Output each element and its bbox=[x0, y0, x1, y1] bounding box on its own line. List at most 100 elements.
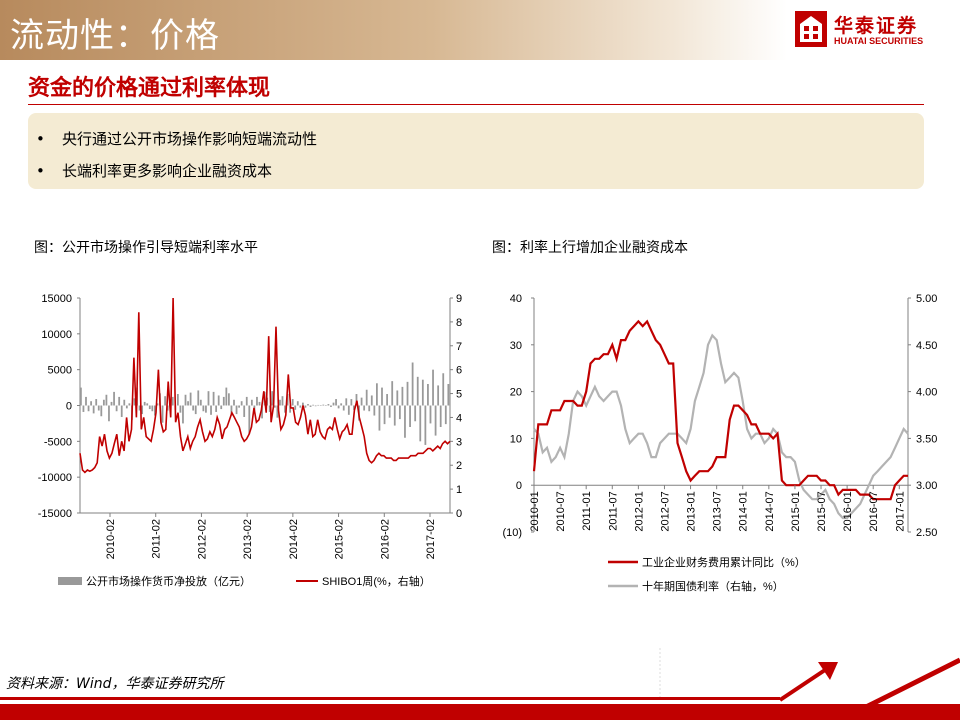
bar-net-injection bbox=[108, 405, 110, 422]
y-tick-label-left: -5000 bbox=[44, 436, 72, 448]
y-tick-label-left: 10 bbox=[510, 433, 522, 445]
x-tick-label: 2012-02 bbox=[196, 519, 208, 559]
bar-net-injection bbox=[376, 383, 378, 406]
bar-net-injection bbox=[205, 405, 207, 413]
bar-net-injection bbox=[427, 384, 429, 406]
bar-net-injection bbox=[396, 390, 399, 406]
bar-net-injection bbox=[261, 405, 263, 419]
x-tick-label: 2010-01 bbox=[529, 491, 541, 531]
x-tick-label: 2016-07 bbox=[868, 491, 880, 531]
bar-net-injection bbox=[373, 405, 376, 416]
y-tick-label-right: 4 bbox=[456, 412, 462, 424]
bar-net-injection bbox=[284, 405, 286, 413]
y-tick-label-right: 8 bbox=[456, 317, 462, 329]
bar-net-injection bbox=[299, 405, 302, 408]
bar-net-injection bbox=[332, 402, 335, 406]
y-tick-label-right: 9 bbox=[456, 293, 462, 305]
bar-net-injection bbox=[444, 405, 447, 425]
bar-net-injection bbox=[210, 405, 212, 415]
section-heading: 资金的价格通过利率体现 bbox=[28, 76, 271, 101]
bar-net-injection bbox=[337, 405, 340, 409]
chart-financing-cost: 40 30 20 10 0 (10) 5.00 4.50 4.00 3.50 3.00 2.50 201… bbox=[502, 293, 937, 593]
x-tick-label: 2013-01 bbox=[686, 491, 698, 531]
bar-net-injection bbox=[322, 404, 325, 406]
y-tick-label-left: 5000 bbox=[48, 365, 72, 377]
bar-net-injection bbox=[442, 373, 445, 406]
company-logo: 华泰证券 HUATAI SECURITIES bbox=[794, 8, 944, 52]
legend-swatch-net-injection bbox=[58, 577, 82, 585]
bar-net-injection bbox=[128, 403, 131, 406]
bar-net-injection bbox=[370, 395, 373, 406]
bar-net-injection bbox=[386, 394, 388, 406]
y-tick-label-left: 0 bbox=[66, 401, 72, 413]
heading-divider bbox=[28, 104, 924, 105]
bar-net-injection bbox=[82, 405, 85, 412]
bar-net-injection bbox=[90, 401, 92, 406]
bar-net-injection bbox=[421, 379, 424, 406]
y-tick-label-left: -10000 bbox=[38, 472, 72, 484]
bar-net-injection bbox=[164, 396, 166, 406]
bar-net-injection bbox=[256, 396, 258, 406]
bar-net-injection bbox=[424, 405, 427, 445]
bar-net-injection bbox=[125, 405, 128, 409]
bar-net-injection bbox=[100, 405, 103, 417]
y-tick-label-left: 20 bbox=[510, 387, 522, 399]
x-tick-label: 2016-01 bbox=[842, 491, 854, 531]
bar-net-injection bbox=[296, 401, 299, 406]
bullet-text: 长端利率更多影响企业融资成本 bbox=[62, 162, 273, 180]
logo-icon bbox=[795, 11, 827, 47]
bar-net-injection bbox=[327, 404, 330, 406]
bar-net-injection bbox=[340, 403, 343, 406]
x-tick-label: 2011-07 bbox=[607, 491, 619, 531]
bar-net-injection bbox=[314, 405, 317, 407]
bar-net-injection bbox=[250, 399, 253, 406]
bar-net-injection bbox=[138, 405, 141, 411]
y-tick-label-right: 4.50 bbox=[916, 340, 937, 352]
bar-net-injection bbox=[207, 391, 210, 406]
bar-net-injection bbox=[330, 405, 332, 407]
bar-net-injection bbox=[342, 405, 345, 411]
bar-net-injection bbox=[335, 399, 337, 406]
bar-net-injection bbox=[378, 405, 381, 431]
bar-net-injection bbox=[432, 369, 434, 406]
bar-net-injection bbox=[161, 405, 164, 423]
x-tick-label: 2013-02 bbox=[242, 519, 254, 559]
footer-arrow-decoration bbox=[659, 648, 960, 713]
y-tick-label-right: 0 bbox=[456, 508, 462, 520]
bar-net-injection bbox=[143, 401, 146, 406]
bar-net-injection bbox=[439, 405, 442, 427]
bar-net-injection bbox=[248, 405, 251, 435]
bar-net-injection bbox=[156, 403, 159, 406]
y-tick-label-right: 5.00 bbox=[916, 293, 937, 305]
bar-net-injection bbox=[309, 405, 312, 407]
bar-net-injection bbox=[235, 405, 238, 415]
bar-net-injection bbox=[353, 405, 355, 410]
bar-net-injection bbox=[347, 405, 350, 415]
legend-label-shibor: SHIBO1周(%，右轴） bbox=[322, 574, 431, 588]
bar-net-injection bbox=[80, 387, 82, 406]
bar-net-injection bbox=[199, 399, 202, 406]
x-tick-label: 2017-01 bbox=[894, 491, 906, 531]
bar-net-injection bbox=[120, 405, 123, 417]
bar-net-injection bbox=[365, 389, 368, 406]
bar-net-injection bbox=[411, 362, 414, 406]
y-tick-label-right: 4.00 bbox=[916, 387, 937, 399]
bar-net-injection bbox=[398, 405, 401, 420]
bar-net-injection bbox=[429, 405, 432, 424]
bar-net-injection bbox=[187, 401, 189, 406]
figure-title-left: 图：公开市场操作引导短端利率水平 bbox=[34, 240, 258, 256]
bar-net-injection bbox=[307, 404, 309, 406]
x-tick-label: 2012-07 bbox=[659, 491, 671, 531]
bullet-text: 央行通过公开市场操作影响短端流动性 bbox=[62, 130, 318, 148]
bar-net-injection bbox=[171, 396, 174, 406]
bar-net-injection bbox=[240, 401, 243, 406]
source-note: 资料来源：Wind，华泰证券研究所 bbox=[6, 676, 224, 692]
bullet-item-2: • 长端利率更多影响企业融资成本 bbox=[36, 160, 272, 181]
bar-net-injection bbox=[212, 391, 215, 406]
bar-net-injection bbox=[151, 405, 154, 412]
x-tick-label: 2013-07 bbox=[712, 491, 724, 531]
bar-net-injection bbox=[294, 405, 297, 410]
y-tick-label-right: 2.50 bbox=[916, 527, 937, 539]
x-tick-label: 2010-02 bbox=[105, 519, 117, 559]
bar-net-injection bbox=[279, 399, 281, 406]
